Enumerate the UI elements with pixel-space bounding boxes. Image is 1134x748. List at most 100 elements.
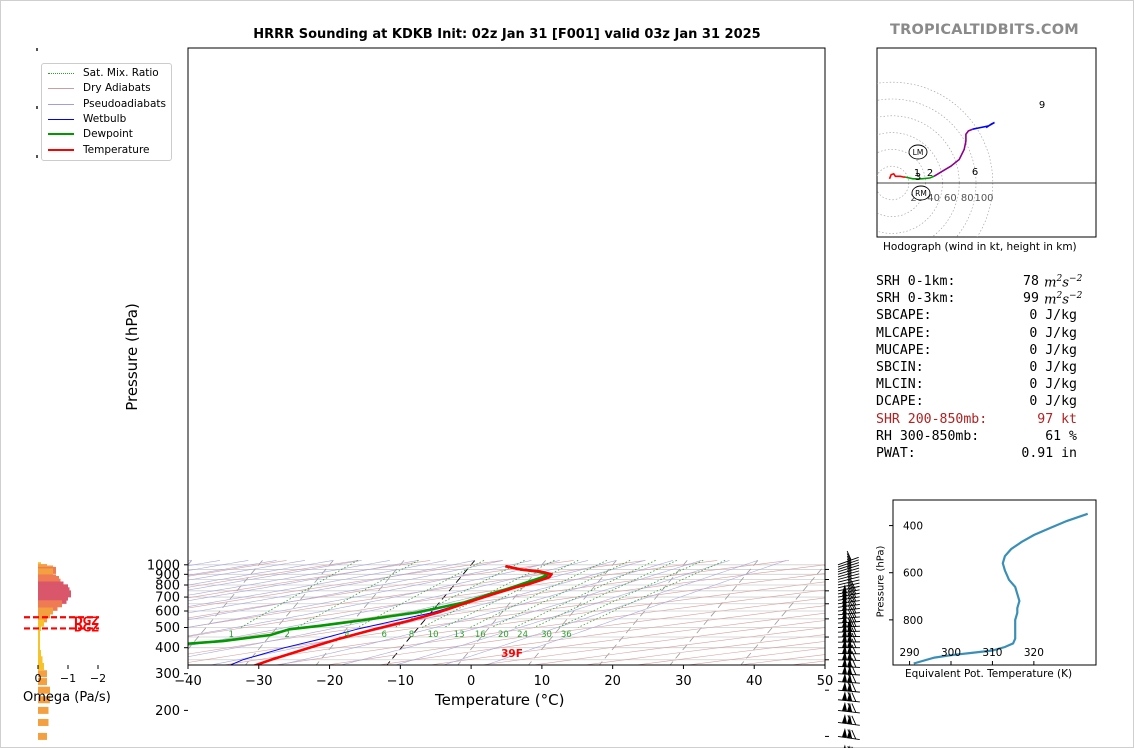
y-tick-label: 500 [155, 621, 180, 636]
wind-barb [837, 575, 860, 589]
dry-adiabat [221, 581, 825, 665]
omega-xlabel: Omega (Pa/s) [23, 690, 111, 705]
omega-bar [38, 624, 41, 632]
mixing-ratio-line [491, 560, 631, 628]
omega-bar [38, 628, 40, 636]
hodograph-height-label: 3 [915, 172, 921, 183]
mixing-ratio-label: 8 [409, 630, 414, 640]
index-label: SRH 0-3km: [876, 291, 956, 307]
lm-marker [908, 144, 928, 160]
index-label: MLCIN: [876, 377, 924, 393]
x-tick-label: 0 [467, 674, 475, 689]
chart-title: HRRR Sounding at KDKB Init: 02z Jan 31 [… [253, 27, 761, 42]
mixing-ratio-label: 20 [498, 630, 509, 640]
omega-bar [38, 611, 50, 619]
y-tick-label: 200 [155, 704, 180, 719]
dry-adiabat [376, 605, 825, 665]
index-label: MLCAPE: [876, 325, 932, 341]
x-tick-label: 50 [817, 674, 834, 689]
wind-barb [838, 638, 860, 649]
wind-barb [837, 553, 859, 568]
theta-e-y-tick-label: 400 [903, 521, 923, 533]
index-label: RH 300-850mb: [876, 428, 980, 444]
skewt-ylabel: Pressure (hPa) [123, 303, 141, 411]
pseudoadiabat [442, 560, 758, 665]
pseudoadiabat [188, 560, 249, 571]
hodograph-height-label: 2 [927, 168, 933, 179]
omega-bar [38, 670, 47, 678]
omega-marker [36, 48, 38, 51]
mixing-ratio-label: 1 [229, 630, 234, 640]
y-tick-label: 900 [155, 568, 180, 583]
omega-marker [36, 106, 38, 109]
index-row: SBCAPE: 0 J/kg [876, 308, 1077, 323]
omega-bar [38, 638, 40, 646]
dry-adiabat [188, 573, 825, 663]
wind-barb [837, 578, 860, 592]
index-label: SBCIN: [876, 360, 924, 375]
pseudoadiabat [188, 560, 447, 607]
pseudoadiabat [188, 560, 306, 581]
theta-e-frame [892, 499, 1097, 666]
index-row: SRH 0-1km: 78 m2s−2 [876, 274, 1082, 290]
pseudoadiabat [188, 560, 504, 621]
isotherm-line [527, 560, 617, 665]
pseudoadiabat [188, 560, 532, 628]
omega-marker [36, 155, 38, 158]
omega-bar [38, 615, 47, 623]
index-value: 97 kt [1037, 411, 1077, 427]
dewpoint-profile [188, 564, 550, 645]
pseudoadiabat [188, 560, 475, 614]
isotherm-line [244, 560, 334, 665]
mixing-ratio-line [470, 560, 608, 628]
wind-barb [843, 744, 853, 748]
omega-tick-label: 0 [35, 672, 42, 685]
wind-barb [837, 581, 860, 595]
dry-adiabat [188, 560, 431, 599]
theta-e-ylabel: Pressure (hPa) [875, 545, 887, 618]
theta-e-x-tick-label: 290 [900, 647, 920, 659]
index-row: SBCIN: 0 J/kg [876, 360, 1077, 375]
index-row: SHR 200-850mb: 97 kt [876, 412, 1077, 427]
omega-bar [38, 607, 53, 615]
y-tick-label: 600 [155, 605, 180, 620]
omega-tick-label: −1 [60, 672, 76, 685]
index-label: PWAT: [876, 446, 916, 461]
x-tick-label: 40 [746, 674, 763, 689]
hodograph-segment [905, 175, 935, 180]
omega-bar [38, 603, 58, 611]
legend: Sat. Mix. Ratio Dry Adiabats Pseudoadiab… [41, 63, 172, 161]
mixing-ratio-label: 30 [541, 630, 552, 640]
hodograph-height-label: 6 [972, 167, 978, 178]
isotherm-line [598, 560, 688, 665]
mixing-ratio-label: 2 [284, 630, 289, 640]
hodograph-segment [933, 128, 973, 177]
legend-item-dry-adiabats: Dry Adiabats [42, 81, 151, 95]
mixing-ratio-label: 13 [454, 630, 465, 640]
dry-adiabat [188, 560, 503, 609]
index-label: MUCAPE: [876, 342, 932, 358]
dry-adiabat [188, 560, 287, 577]
surface-temp-label: 39F [501, 648, 523, 660]
mixing-ratio-line [578, 560, 726, 628]
legend-item-dewpoint: Dewpoint [42, 127, 133, 141]
index-label: SRH 0-1km: [876, 274, 956, 289]
mixing-ratio-line [422, 560, 555, 628]
index-row: SRH 0-3km: 99 m2s−2 [876, 291, 1082, 307]
legend-item-sat-mix-ratio: Sat. Mix. Ratio [42, 66, 159, 80]
omega-bar [38, 644, 40, 652]
mixing-ratio-label: 16 [475, 630, 486, 640]
hodograph-segment [972, 121, 995, 130]
omega-bar [38, 686, 50, 694]
pseudoadiabat [188, 560, 334, 586]
mixing-ratio-line [533, 560, 677, 628]
omega-bar [38, 732, 47, 740]
index-value: 0 J/kg [1029, 394, 1077, 410]
index-value: 99 [1023, 291, 1039, 307]
isotherm-zero-line [386, 560, 476, 665]
wind-barb [837, 550, 859, 566]
hodograph-ring-label: 100 [974, 193, 993, 204]
legend-item-wetbulb: Wetbulb [42, 112, 126, 126]
dry-adiabat [188, 560, 359, 588]
